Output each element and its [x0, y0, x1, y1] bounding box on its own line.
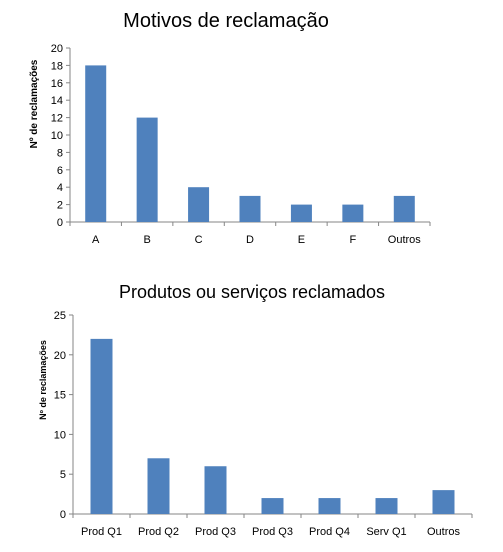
y-tick-label: 2: [57, 200, 63, 212]
complained-products-chart: Produtos ou serviços reclamados Nº de re…: [38, 282, 473, 538]
y-tick-label: 0: [57, 217, 63, 229]
x-tick-label: Prod Q3: [195, 526, 236, 538]
y-tick-label: 15: [54, 390, 66, 402]
y-tick-label: 6: [57, 165, 63, 177]
y-tick-label: 12: [51, 113, 63, 125]
y-tick-label: 0: [60, 509, 66, 521]
x-tick-label: Outros: [388, 234, 422, 246]
bar-prod-q3: [261, 498, 284, 514]
y-tick-label: 5: [60, 469, 66, 481]
bar-d: [239, 195, 261, 222]
x-tick-label: Prod Q1: [81, 526, 122, 538]
y-tick-label: 16: [51, 78, 63, 90]
complaint-reasons-chart: Motivos de reclamação Nº de reclamações …: [29, 10, 431, 246]
x-tick-label: E: [298, 234, 305, 246]
y-tick-label: 14: [51, 95, 63, 107]
chart-title: Produtos ou serviços reclamados: [119, 282, 385, 302]
bar-prod-q1: [90, 338, 113, 514]
plot-area: 0 2 4 6 8 10 12 14 16 18 20 A B C D E F Outros: [51, 43, 431, 246]
y-tick-label: 25: [54, 310, 66, 322]
y-tick-label: 18: [51, 60, 63, 72]
x-tick-label: C: [195, 234, 203, 246]
bar-outros: [393, 195, 415, 222]
y-tick-label: 8: [57, 147, 63, 159]
plot-area: 0 5 10 15 20 25 Prod Q1 Prod Q2 Prod Q3 Prod Q3 Pr…: [54, 310, 473, 538]
bar-a: [85, 65, 107, 223]
x-tick-label: Prod Q2: [138, 526, 179, 538]
x-tick-label: A: [92, 234, 100, 246]
y-tick-label: 10: [54, 429, 66, 441]
x-tick-label: Serv Q1: [366, 526, 406, 538]
y-tick-label: 4: [57, 182, 63, 194]
bar-c: [188, 187, 210, 222]
bar-prod-q2: [147, 458, 170, 514]
y-tick-label: 20: [54, 350, 66, 362]
bar-outros: [432, 490, 455, 514]
y-tick-label: 10: [51, 130, 63, 142]
x-tick-label: Outros: [427, 526, 461, 538]
bar-prod-q4: [318, 498, 341, 514]
chart-title: Motivos de reclamação: [123, 10, 329, 32]
x-tick-label: Prod Q4: [309, 526, 350, 538]
bar-prod-q3: [204, 466, 227, 514]
y-axis-label: Nº de reclamações: [29, 59, 40, 148]
x-tick-label: Prod Q3: [252, 526, 293, 538]
bar-f: [342, 204, 364, 222]
x-tick-label: F: [349, 234, 356, 246]
x-tick-label: B: [143, 234, 150, 246]
y-tick-label: 20: [51, 43, 63, 55]
bar-e: [290, 204, 312, 222]
bar-serv-q1: [375, 498, 398, 514]
bar-b: [136, 117, 158, 222]
y-axis-label: Nº de reclamações: [38, 340, 48, 420]
x-tick-label: D: [246, 234, 254, 246]
